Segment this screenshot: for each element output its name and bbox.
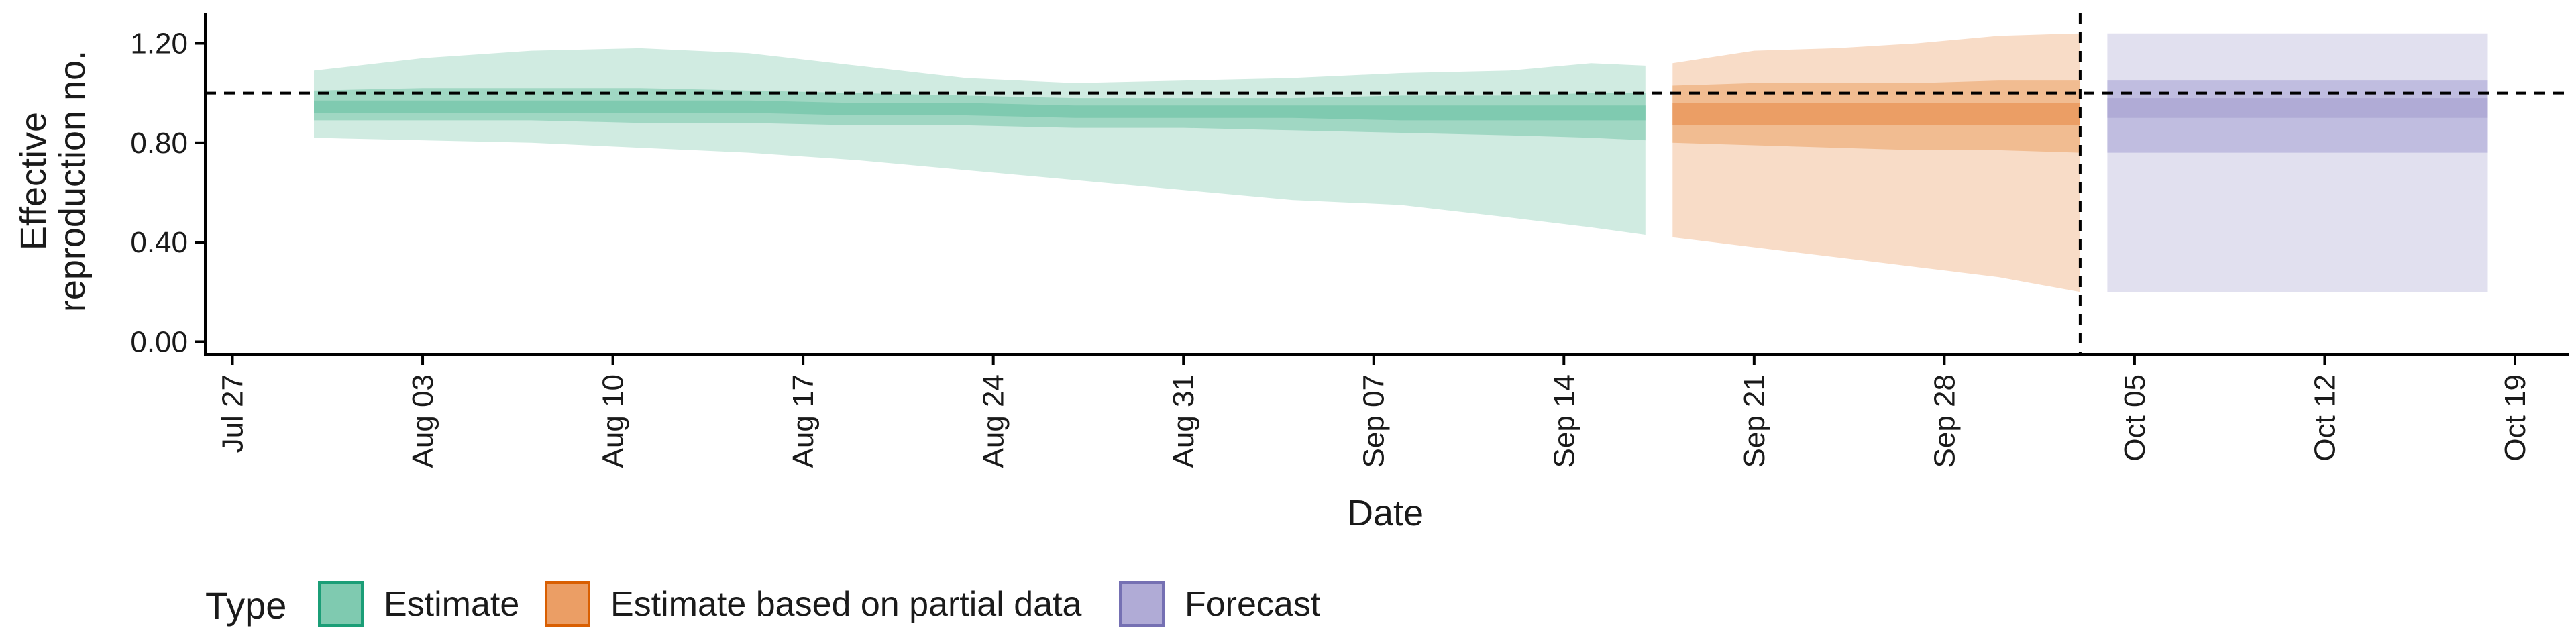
svg-text:Effective: Effective xyxy=(13,112,54,250)
legend-swatch-partial xyxy=(545,581,590,627)
legend: Type Estimate Estimate based on partial … xyxy=(205,581,1321,627)
x-tick-label: Oct 05 xyxy=(2118,374,2151,462)
x-tick-label: Aug 10 xyxy=(597,374,630,468)
legend-swatch-forecast xyxy=(1119,581,1165,627)
x-axis-ticks: Jul 27 Aug 03 Aug 10 Aug 17 Aug 24 Aug 31 Sep … xyxy=(217,354,2532,468)
x-tick-label: Oct 12 xyxy=(2308,374,2341,462)
forecast-band-20 xyxy=(2107,98,2488,118)
x-tick-label: Sep 14 xyxy=(1548,374,1580,468)
uncertainty-bands xyxy=(314,33,2488,292)
axes xyxy=(204,13,2569,356)
x-tick-label: Oct 19 xyxy=(2499,374,2532,462)
x-tick-label: Sep 21 xyxy=(1738,374,1771,468)
x-axis-title: Date xyxy=(1347,493,1424,533)
x-tick-label: Aug 24 xyxy=(977,374,1010,468)
y-tick-label: 0.80 xyxy=(130,127,188,160)
forecast-band-90 xyxy=(2107,33,2488,292)
y-axis-title: Effective reproduction no. xyxy=(13,50,93,312)
y-tick-label: 0.00 xyxy=(130,325,188,358)
x-tick-label: Aug 17 xyxy=(787,374,820,468)
svg-text:reproduction no.: reproduction no. xyxy=(52,50,93,312)
x-tick-label: Jul 27 xyxy=(217,374,250,453)
legend-label-partial: Estimate based on partial data xyxy=(610,585,1082,624)
y-tick-label: 1.20 xyxy=(130,27,188,60)
legend-label-forecast: Forecast xyxy=(1185,585,1321,624)
estimate-band-90 xyxy=(314,48,1646,235)
legend-swatch-estimate xyxy=(318,581,364,627)
y-tick-label: 0.40 xyxy=(130,226,188,259)
x-tick-label: Sep 07 xyxy=(1358,374,1391,468)
legend-title: Type xyxy=(205,584,286,627)
y-axis-ticks: 0.00 0.40 0.80 1.20 xyxy=(130,27,205,358)
reference-lines xyxy=(205,13,2569,354)
x-tick-label: Sep 28 xyxy=(1928,374,1961,468)
x-tick-label: Aug 31 xyxy=(1167,374,1200,468)
estimate-band-20 xyxy=(314,100,1646,121)
estimate-based-on-partial-data-band-90 xyxy=(1672,33,2080,292)
estimate-based-on-partial-data-band-20 xyxy=(1672,103,2080,125)
legend-label-estimate: Estimate xyxy=(384,585,519,624)
x-tick-label: Aug 03 xyxy=(407,374,439,468)
